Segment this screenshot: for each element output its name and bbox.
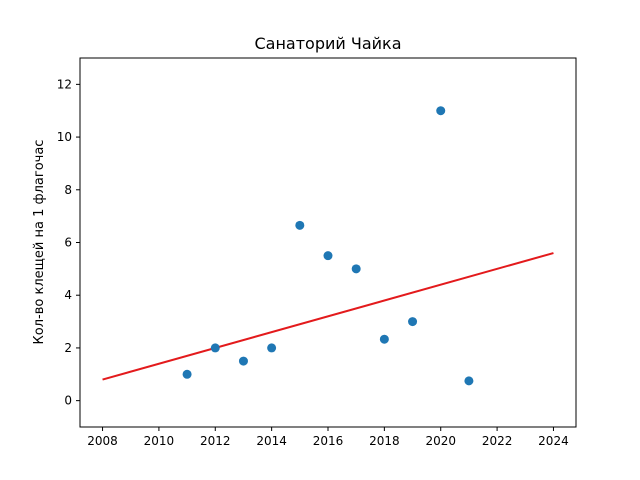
x-tick-label: 2008 [87,434,118,448]
x-tick-label: 2020 [425,434,456,448]
x-tick-label: 2010 [144,434,175,448]
data-point [379,334,389,344]
x-tick-label: 2012 [200,434,231,448]
data-point [238,356,248,366]
x-tick-label: 2016 [313,434,344,448]
trend-line [102,252,554,381]
y-tick-label: 12 [57,77,72,91]
x-tick-label: 2024 [538,434,569,448]
chart-marks [102,106,554,386]
axis-ticks: 2008 2010 2012 2014 2016 2018 2020 2022 2024 0 2 4 6… [57,77,569,448]
y-tick-label: 10 [57,130,72,144]
x-tick-label: 2022 [482,434,513,448]
y-tick-label: 8 [64,183,72,197]
y-tick-label: 0 [64,394,72,408]
data-point [323,251,333,261]
y-tick-label: 2 [64,341,72,355]
data-point [436,106,446,116]
data-point [267,343,277,353]
y-tick-label: 4 [64,288,72,302]
data-point [210,343,220,353]
plot-frame [79,57,577,428]
data-point [295,220,305,230]
x-tick-label: 2018 [369,434,400,448]
plot-area [80,58,576,427]
y-axis-label: Кол-во клещей на 1 флагочас [32,140,47,345]
data-point [351,264,361,274]
data-point [182,369,192,379]
data-point [464,376,474,386]
y-tick-label: 6 [64,236,72,250]
data-point [408,317,418,327]
x-tick-label: 2014 [256,434,287,448]
chart-title: Санаторий Чайка [254,34,401,53]
